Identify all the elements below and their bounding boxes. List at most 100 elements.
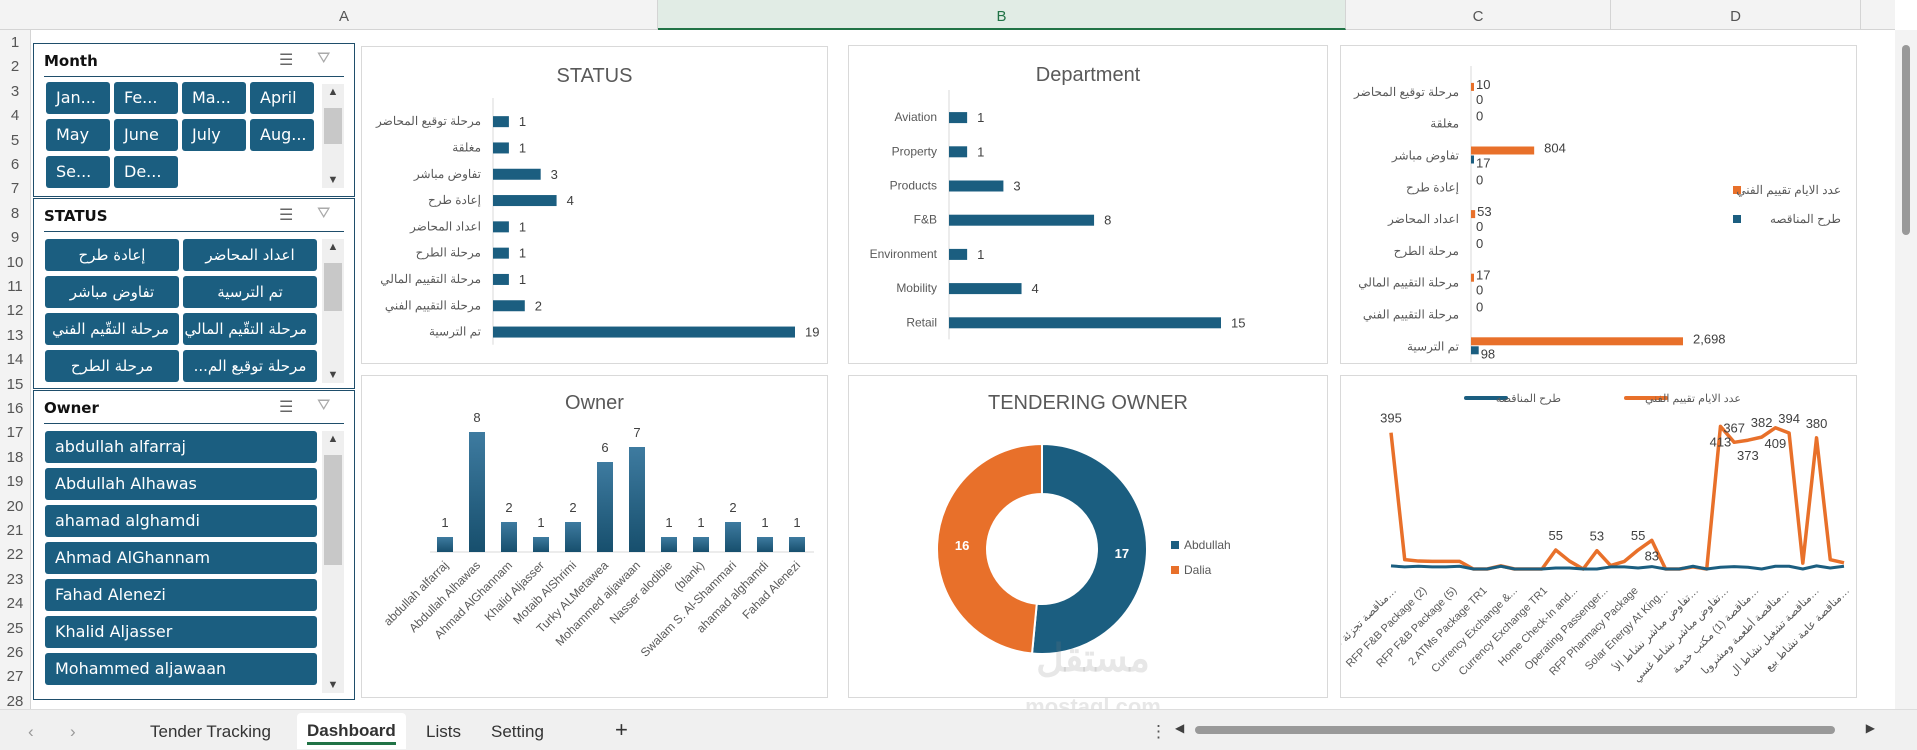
- row-header[interactable]: 19: [6, 473, 24, 491]
- slicer-item[interactable]: Mohammed aljawaan: [45, 653, 317, 685]
- owner-slicer: Owner ☰ ⛛ abdullah alfarraj Abdullah Alha…: [33, 390, 355, 700]
- slicer-item[interactable]: Fahad Alenezi: [45, 579, 317, 611]
- multi-select-icon[interactable]: ☰: [279, 399, 294, 416]
- bar: [1471, 155, 1474, 164]
- chart-title: STATUS: [556, 65, 633, 87]
- slicer-item[interactable]: Abdullah Alhawas: [45, 468, 317, 500]
- category-label: إعادة طرح: [1406, 180, 1459, 195]
- row-header[interactable]: 24: [6, 595, 24, 613]
- slicer-item[interactable]: مرحلة الطرح: [45, 350, 179, 382]
- slicer-item[interactable]: Aug...: [250, 119, 314, 151]
- tendering-owner-chart[interactable]: TENDERING OWNER 17 Abdullah 16 Dalia مستقل m…: [848, 375, 1328, 719]
- row-header[interactable]: 21: [6, 522, 24, 539]
- row-header[interactable]: 20: [6, 497, 24, 515]
- slicer-item[interactable]: De...: [114, 156, 178, 188]
- row-header[interactable]: 13: [6, 326, 24, 344]
- slicer-scrollbar[interactable]: ▲ ▼: [322, 239, 344, 383]
- next-sheet-icon[interactable]: ›: [70, 722, 76, 741]
- slicer-item[interactable]: Se...: [46, 156, 110, 188]
- slicer-item[interactable]: تم الترسية: [183, 276, 317, 308]
- tab-dashboard[interactable]: Dashboard: [297, 713, 406, 749]
- data-label: 382: [1751, 415, 1773, 430]
- row-header[interactable]: 23: [6, 570, 24, 588]
- multi-select-icon[interactable]: ☰: [279, 207, 294, 224]
- horizontal-scrollbar[interactable]: ◀ ▶: [1175, 721, 1875, 735]
- category-label: اعداد المحاضر: [1387, 212, 1459, 226]
- clear-filter-icon[interactable]: ⛛: [317, 50, 331, 67]
- multi-select-icon[interactable]: ☰: [279, 52, 294, 69]
- data-label: 55: [1548, 528, 1562, 543]
- column-header-a[interactable]: A: [31, 0, 658, 30]
- row-header[interactable]: 12: [6, 302, 24, 320]
- row-header[interactable]: 2: [10, 58, 20, 76]
- data-label: 1: [519, 219, 526, 234]
- days-line-chart[interactable]: عدد الايام تقييم الفني طرح المناقصه 395 55 5…: [1340, 375, 1857, 698]
- more-options-icon[interactable]: ⋮: [1150, 722, 1167, 741]
- row-header[interactable]: 7: [10, 180, 20, 198]
- row-header[interactable]: 5: [10, 131, 20, 149]
- column-header-c[interactable]: C: [1346, 0, 1611, 30]
- owner-chart[interactable]: Owner 1 abdullah alfarraj 8 Abdullah Alhawa…: [361, 375, 828, 698]
- tab-tender-tracking[interactable]: Tender Tracking: [150, 722, 271, 741]
- slicer-title: STATUS: [44, 207, 108, 225]
- slicer-item[interactable]: July: [182, 119, 246, 151]
- department-chart[interactable]: Department Aviation 1 Property 1 Products 3 F&…: [848, 45, 1328, 364]
- slicer-item[interactable]: June: [114, 119, 178, 151]
- row-header[interactable]: 3: [10, 82, 20, 100]
- bar: [1471, 346, 1479, 355]
- bar: [469, 432, 485, 552]
- column-header-d[interactable]: D: [1611, 0, 1861, 30]
- row-header[interactable]: 27: [6, 668, 24, 686]
- slicer-item[interactable]: Ahmad AlGhannam: [45, 542, 317, 574]
- slicer-item[interactable]: مرحلة التقّيم المالي: [183, 313, 317, 345]
- row-header[interactable]: 28: [6, 692, 24, 710]
- slicer-item[interactable]: مرحلة توقيع الم...: [183, 350, 317, 382]
- data-label: 17: [1476, 268, 1490, 283]
- slicer-item[interactable]: مرحلة التقّيم الفني: [45, 313, 179, 345]
- row-header[interactable]: 9: [10, 229, 20, 247]
- row-header[interactable]: 16: [6, 400, 24, 417]
- column-header-b[interactable]: B: [658, 0, 1346, 30]
- tab-lists[interactable]: Lists: [426, 722, 461, 741]
- row-header[interactable]: 14: [6, 351, 24, 369]
- data-label: 2: [535, 298, 542, 313]
- days-by-status-chart[interactable]: مرحلة توقيع المحاضر 10 0 مغلقة 0 تفاوض مباشر 8…: [1340, 45, 1857, 364]
- tab-setting[interactable]: Setting: [491, 722, 544, 741]
- slicer-scrollbar[interactable]: ▲ ▼: [322, 84, 344, 188]
- slicer-item[interactable]: Khalid Aljasser: [45, 616, 317, 648]
- slicer-item[interactable]: إعادة طرح: [45, 239, 179, 271]
- category-label: مرحلة التقييم الفني: [385, 298, 481, 312]
- category-label: Aviation: [895, 110, 937, 124]
- legend-swatch: [1733, 215, 1741, 223]
- data-label: 1: [519, 114, 526, 129]
- vertical-scrollbar[interactable]: [1895, 30, 1917, 710]
- add-sheet-button[interactable]: +: [615, 717, 628, 742]
- prev-sheet-icon[interactable]: ‹: [28, 722, 34, 741]
- slicer-item[interactable]: Jan...: [46, 82, 110, 114]
- row-header[interactable]: 10: [6, 253, 24, 271]
- row-header[interactable]: 11: [7, 278, 23, 295]
- slicer-item[interactable]: Fe...: [114, 82, 178, 114]
- slicer-item[interactable]: ahamad alghamdi: [45, 505, 317, 537]
- row-header[interactable]: 4: [10, 107, 20, 125]
- row-header[interactable]: 8: [10, 204, 20, 222]
- slicer-item[interactable]: اعداد المحاضر: [183, 239, 317, 271]
- row-header[interactable]: 22: [6, 546, 24, 564]
- row-header[interactable]: 6: [10, 156, 20, 173]
- slicer-item[interactable]: April: [250, 82, 314, 114]
- slicer-item[interactable]: Ma...: [182, 82, 246, 114]
- bar: [725, 522, 741, 552]
- row-header[interactable]: 1: [10, 34, 20, 51]
- slicer-item[interactable]: تفاوض مباشر: [45, 276, 179, 308]
- clear-filter-icon[interactable]: ⛛: [317, 397, 331, 414]
- row-header[interactable]: 15: [6, 375, 24, 393]
- row-header[interactable]: 25: [6, 619, 24, 637]
- clear-filter-icon[interactable]: ⛛: [317, 205, 331, 222]
- slicer-scrollbar[interactable]: ▲ ▼: [322, 431, 344, 693]
- row-header[interactable]: 17: [6, 424, 24, 442]
- row-header[interactable]: 26: [6, 644, 24, 661]
- row-header[interactable]: 18: [6, 448, 24, 466]
- slicer-item[interactable]: May: [46, 119, 110, 151]
- status-chart[interactable]: STATUS مرحلة توقيع المحاضر 1 مغلقة 1 تفاوض م…: [361, 46, 828, 364]
- slicer-item[interactable]: abdullah alfarraj: [45, 431, 317, 463]
